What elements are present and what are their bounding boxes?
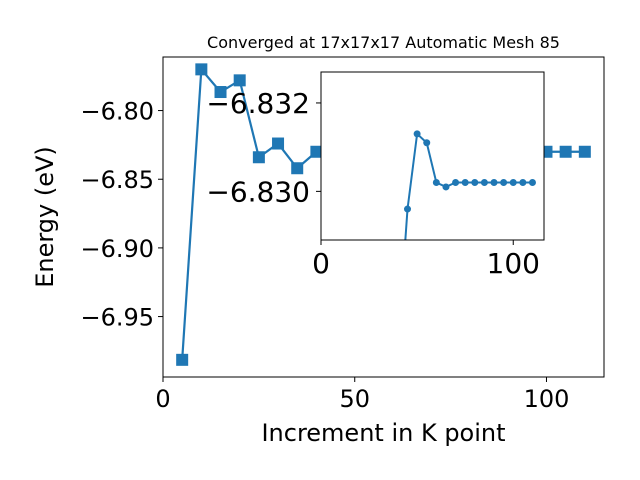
inset-data-point bbox=[442, 183, 450, 191]
y-axis-label: Energy (eV) bbox=[31, 146, 59, 288]
inset-y-tick-label: −6.832 bbox=[206, 87, 310, 120]
main-x-tick-label: 50 bbox=[339, 385, 370, 413]
inset-data-point bbox=[404, 205, 412, 213]
inset-data-point bbox=[452, 179, 460, 187]
main-data-point bbox=[176, 353, 189, 366]
inset-data-point bbox=[480, 179, 488, 187]
main-data-point bbox=[272, 137, 285, 150]
inset-data-point bbox=[519, 179, 527, 187]
inset-data-point bbox=[432, 179, 440, 187]
main-data-point bbox=[252, 151, 265, 164]
inset-series-clip bbox=[404, 130, 536, 240]
main-series bbox=[176, 63, 591, 366]
main-data-point bbox=[578, 145, 591, 158]
main-y-tick-label: −6.90 bbox=[80, 235, 154, 263]
inset-x-tick-label: 0 bbox=[312, 247, 330, 280]
main-data-point bbox=[559, 145, 572, 158]
main-data-point bbox=[214, 86, 227, 99]
main-y-ticks: −6.95 −6.90 −6.85 −6.80 bbox=[80, 98, 163, 332]
main-axes-frame bbox=[162, 56, 605, 378]
inset-axes: 0 100 −6.832 −6.830 bbox=[206, 71, 545, 280]
main-x-tick-label: 100 bbox=[524, 385, 570, 413]
inset-plot-area bbox=[321, 72, 544, 240]
main-data-point bbox=[195, 63, 208, 76]
inset-x-tick-label: 100 bbox=[487, 247, 540, 280]
inset-data-point bbox=[461, 179, 469, 187]
main-y-tick-label: −6.95 bbox=[80, 304, 154, 332]
main-data-point bbox=[233, 74, 246, 87]
main-y-tick-label: −6.85 bbox=[80, 166, 154, 194]
inset-data-point bbox=[471, 179, 479, 187]
inset-series bbox=[404, 130, 536, 240]
inset-data-point bbox=[413, 130, 421, 138]
chart-title: Converged at 17x17x17 Automatic Mesh 85 bbox=[207, 33, 560, 52]
inset-data-point bbox=[500, 179, 508, 187]
inset-axes-frame bbox=[320, 71, 545, 241]
inset-y-tick-label: −6.830 bbox=[206, 175, 310, 208]
inset-data-point bbox=[528, 179, 536, 187]
main-x-ticks: 0 50 100 bbox=[155, 377, 569, 413]
inset-x-ticks: 0 100 bbox=[312, 240, 540, 280]
main-data-point bbox=[310, 145, 323, 158]
main-y-tick-label: −6.80 bbox=[80, 98, 154, 126]
main-data-point bbox=[291, 162, 304, 175]
inset-data-point bbox=[490, 179, 498, 187]
inset-data-point bbox=[423, 139, 431, 147]
x-axis-label: Increment in K point bbox=[261, 419, 505, 447]
main-x-tick-label: 0 bbox=[155, 385, 170, 413]
inset-data-point bbox=[509, 179, 517, 187]
inset-y-ticks: −6.832 −6.830 bbox=[206, 87, 321, 208]
